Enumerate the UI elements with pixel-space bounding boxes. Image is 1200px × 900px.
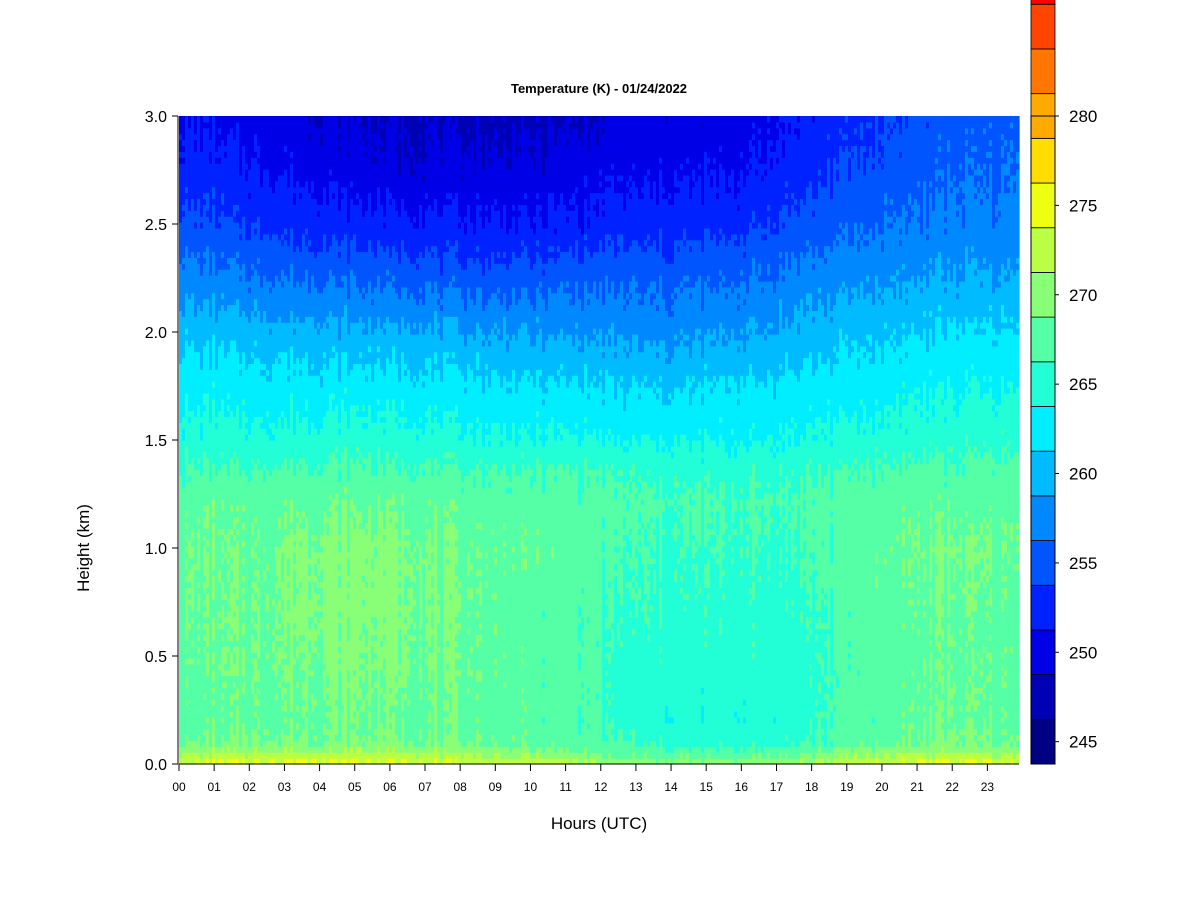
chart-title: Temperature (K) - 01/24/2022 bbox=[511, 81, 687, 96]
heatmap-plot-area bbox=[179, 116, 1020, 765]
